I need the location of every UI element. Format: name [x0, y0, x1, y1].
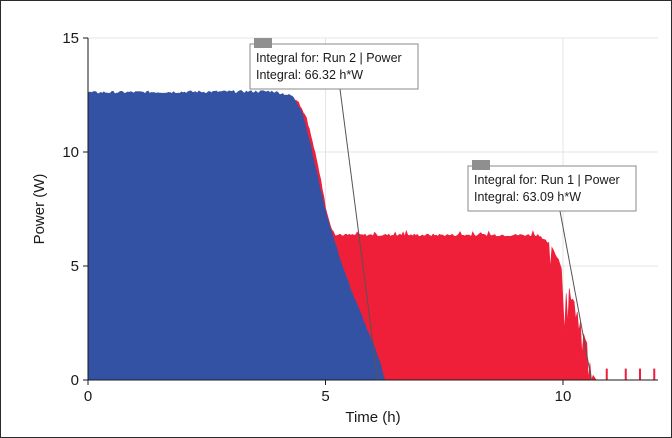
series-run1-spike [639, 368, 641, 380]
series-run2-area [87, 90, 386, 381]
annotation-close-icon [254, 38, 272, 48]
x-tick-label: 10 [555, 388, 572, 405]
annotation-run2: Integral for: Run 2 | Power Integral: 66.… [249, 38, 419, 381]
x-axis-title: Time (h) [345, 409, 400, 426]
annotation-value: Integral: 66.32 h*W [256, 68, 363, 82]
annotation-leader-line [559, 210, 592, 381]
y-tick-label: 15 [62, 30, 79, 47]
series-run1-spike [605, 368, 608, 380]
series-layer [87, 90, 658, 381]
y-axis-title: Power (W) [31, 174, 48, 245]
series-run1-spike [653, 368, 656, 380]
series-run1-spike [624, 368, 627, 380]
y-tick-label: 10 [62, 144, 79, 161]
annotation-close-icon [472, 160, 490, 170]
annotation-leader-line [339, 88, 379, 381]
x-tick-label: 0 [84, 388, 92, 405]
x-tick-label: 5 [321, 388, 329, 405]
annotation-run1: Integral for: Run 1 | Power Integral: 63.… [467, 160, 637, 381]
annotations: Integral for: Run 2 | Power Integral: 66.… [249, 38, 637, 381]
annotation-title: Integral for: Run 1 | Power [474, 173, 620, 187]
annotation-box [249, 43, 419, 90]
axes [83, 37, 658, 385]
annotation-title: Integral for: Run 2 | Power [256, 51, 402, 65]
annotation-box [467, 165, 637, 212]
y-tick-label: 0 [71, 372, 79, 389]
annotation-value: Integral: 63.09 h*W [474, 190, 581, 204]
y-tick-label: 5 [71, 258, 79, 275]
tick-labels: 0 5 10 0 5 10 15 [62, 30, 571, 405]
